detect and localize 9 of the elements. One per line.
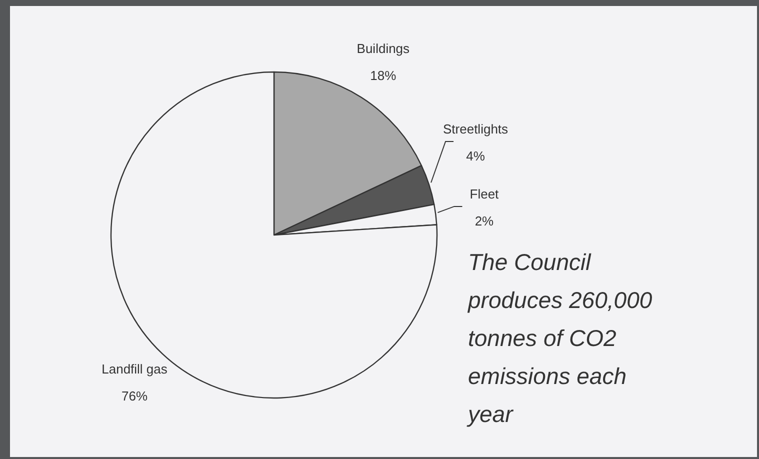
slice-label: Buildings (356, 40, 410, 56)
data-label: 4% (466, 148, 486, 164)
data-label: 18% (370, 68, 397, 83)
slice-label: Landfill gas (102, 362, 168, 377)
data-label: 76% (122, 388, 148, 404)
slice-label: Fleet (470, 186, 500, 202)
data-label: 2% (474, 213, 494, 228)
slice-label: Streetlights (443, 121, 509, 136)
text: The Council produces 260,000 tonnes of CO2 emissions each year (466, 249, 652, 427)
